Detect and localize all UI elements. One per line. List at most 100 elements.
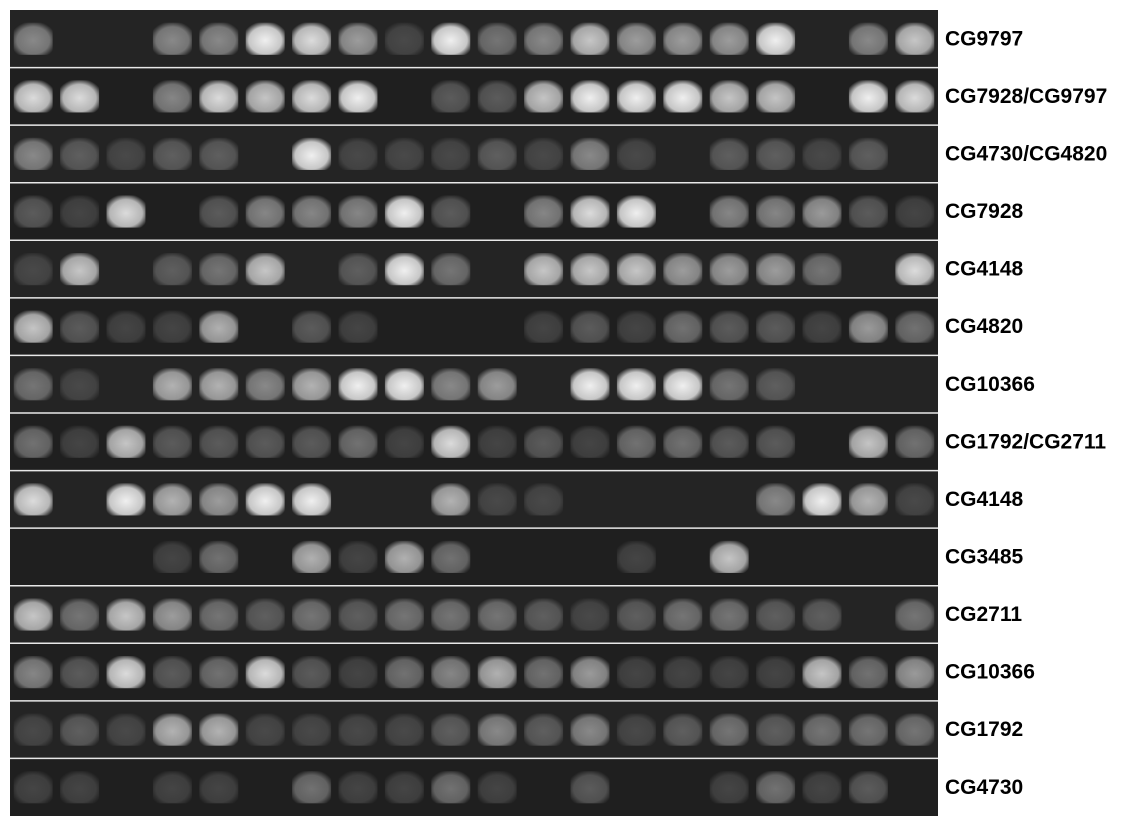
- gel-band: [292, 137, 332, 171]
- gel-band: [709, 598, 749, 631]
- gel-band: [338, 195, 378, 228]
- gel-band: [709, 137, 749, 171]
- gel-band: [524, 310, 564, 343]
- gel-band: [13, 22, 53, 55]
- gel-band: [152, 771, 192, 804]
- gel-band: [616, 540, 656, 574]
- gel-band: [570, 598, 610, 631]
- gel-band: [895, 655, 935, 689]
- gel-band: [60, 252, 100, 286]
- gel-strip: [10, 297, 938, 356]
- gel-band: [848, 195, 888, 228]
- gel-band: [477, 368, 517, 401]
- gel-band: [756, 310, 796, 343]
- gel-band: [431, 368, 471, 401]
- gel-band: [106, 425, 146, 458]
- gel-band: [384, 252, 424, 286]
- gel-band: [199, 368, 239, 401]
- gel-band: [338, 540, 378, 574]
- gel-band: [245, 598, 285, 631]
- gel-strip: [10, 125, 938, 183]
- gel-band: [199, 713, 239, 746]
- gel-band: [13, 771, 53, 804]
- gel-band: [756, 195, 796, 228]
- gel-band: [431, 540, 471, 574]
- gel-band: [431, 483, 471, 516]
- gel-band: [106, 713, 146, 746]
- gel-band: [152, 80, 192, 113]
- gel-band: [709, 540, 749, 574]
- gel-band: [570, 195, 610, 228]
- gel-band: [245, 483, 285, 516]
- gel-band: [152, 22, 192, 55]
- gel-band: [431, 80, 471, 113]
- gel-band: [616, 713, 656, 746]
- gel-band: [570, 22, 610, 55]
- gel-band: [756, 771, 796, 804]
- row-label: CG4730/CG4820: [945, 142, 1107, 165]
- gel-band: [199, 483, 239, 516]
- gel-band: [663, 22, 703, 55]
- gel-band: [60, 195, 100, 228]
- gel-band: [152, 310, 192, 343]
- gel-band: [524, 713, 564, 746]
- gel-band: [60, 368, 100, 401]
- gel-band: [152, 252, 192, 286]
- gel-band: [152, 655, 192, 689]
- gel-band: [431, 22, 471, 55]
- gel-band: [848, 80, 888, 113]
- gel-band: [431, 598, 471, 631]
- gel-band: [60, 713, 100, 746]
- gel-band: [663, 713, 703, 746]
- gel-band: [13, 713, 53, 746]
- gel-band: [570, 655, 610, 689]
- gel-strip: [10, 355, 938, 413]
- gel-band: [152, 598, 192, 631]
- gel-band: [709, 771, 749, 804]
- gel-band: [292, 310, 332, 343]
- row-label: CG4730: [945, 776, 1023, 799]
- row-label: CG4820: [945, 315, 1023, 338]
- gel-strip: [10, 413, 938, 471]
- gel-band: [245, 252, 285, 286]
- row-label: CG10366: [945, 661, 1035, 684]
- gel-band: [756, 22, 796, 55]
- gel-strip: [10, 10, 938, 68]
- gel-band: [756, 425, 796, 458]
- gel-band: [663, 368, 703, 401]
- gel-band: [709, 655, 749, 689]
- gel-band: [60, 771, 100, 804]
- gel-band: [60, 425, 100, 458]
- gel-band: [616, 22, 656, 55]
- gel-band: [106, 195, 146, 228]
- gel-band: [848, 655, 888, 689]
- gel-band: [895, 22, 935, 55]
- gel-strip: [10, 585, 938, 644]
- gel-strip: [10, 240, 938, 298]
- gel-band: [431, 713, 471, 746]
- gel-band: [292, 483, 332, 516]
- gel-band: [848, 713, 888, 746]
- gel-band: [60, 310, 100, 343]
- gel-band: [13, 368, 53, 401]
- gel-band: [384, 425, 424, 458]
- gel-band: [570, 713, 610, 746]
- gel-band: [895, 195, 935, 228]
- gel-band: [13, 655, 53, 689]
- gel-band: [106, 483, 146, 516]
- gel-band: [292, 713, 332, 746]
- gel-band: [199, 252, 239, 286]
- gel-band: [802, 483, 842, 516]
- gel-band: [570, 137, 610, 171]
- gel-band: [152, 540, 192, 574]
- gel-band: [663, 655, 703, 689]
- gel-band: [199, 80, 239, 113]
- gel-band: [431, 425, 471, 458]
- gel-band: [245, 713, 285, 746]
- gel-band: [709, 195, 749, 228]
- gel-band: [524, 22, 564, 55]
- gel-band: [106, 655, 146, 689]
- gel-band: [199, 195, 239, 228]
- gel-band: [802, 713, 842, 746]
- gel-band: [60, 655, 100, 689]
